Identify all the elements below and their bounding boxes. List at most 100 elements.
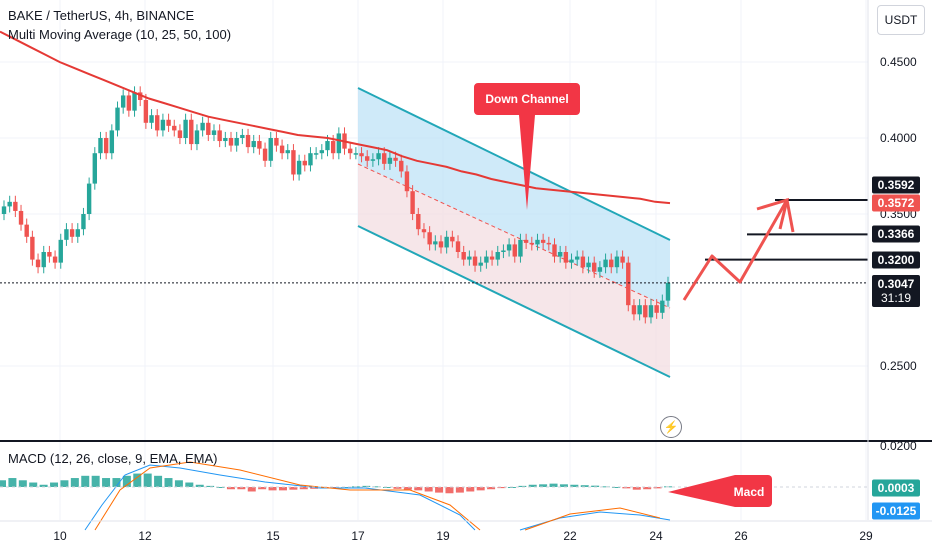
candle bbox=[563, 252, 569, 263]
candle bbox=[631, 305, 637, 315]
candle bbox=[472, 256, 478, 266]
candle bbox=[1, 206, 7, 214]
time-tick-label: 15 bbox=[266, 529, 280, 543]
macd-bar bbox=[60, 480, 69, 487]
candle bbox=[296, 160, 302, 175]
macd-bar bbox=[289, 487, 298, 490]
macd-bar bbox=[237, 487, 246, 490]
currency-button[interactable]: USDT bbox=[877, 5, 925, 35]
last-price-label: 0.3047 bbox=[878, 277, 915, 291]
candle bbox=[427, 232, 432, 245]
candle bbox=[518, 239, 523, 257]
candle bbox=[387, 157, 393, 164]
macd-title[interactable]: MACD (12, 26, close, 9, EMA, EMA) bbox=[8, 451, 218, 466]
projection-arrowhead bbox=[756, 197, 790, 230]
candle bbox=[569, 259, 574, 263]
candle bbox=[47, 252, 52, 257]
candle bbox=[455, 241, 461, 252]
macd-bar bbox=[393, 487, 402, 489]
candle bbox=[495, 252, 500, 260]
candle bbox=[211, 130, 217, 135]
price-axis[interactable]: 0.45000.40000.35000.25000.02000.35920.35… bbox=[867, 0, 920, 520]
macd-bar bbox=[112, 478, 121, 487]
candle bbox=[609, 259, 614, 268]
macd-bar bbox=[50, 482, 59, 487]
channel-lower-line[interactable] bbox=[357, 225, 671, 378]
candle bbox=[120, 95, 126, 108]
candle bbox=[13, 201, 18, 211]
channel-lower-fill bbox=[358, 164, 670, 377]
candle bbox=[637, 305, 642, 315]
candle bbox=[285, 150, 290, 154]
candle bbox=[194, 130, 200, 145]
symbol-title[interactable]: BAKE / TetherUS, 4h, BINANCE bbox=[8, 8, 195, 23]
price-tick-label: 0.4000 bbox=[880, 131, 917, 145]
target-levels[interactable] bbox=[705, 199, 868, 261]
candle bbox=[234, 138, 239, 146]
macd-bar bbox=[580, 485, 589, 487]
level-label-mid: 0.3366 bbox=[878, 227, 915, 241]
candle bbox=[614, 256, 620, 268]
channel-mid-line bbox=[357, 163, 671, 309]
candle bbox=[382, 153, 387, 164]
macd-bar bbox=[226, 487, 235, 490]
candle bbox=[92, 153, 98, 184]
macd-bar bbox=[487, 487, 496, 490]
macd-bar bbox=[528, 484, 537, 487]
candle bbox=[166, 119, 171, 126]
candle bbox=[206, 122, 211, 135]
signal-line-right bbox=[524, 507, 661, 531]
macd-bar bbox=[91, 475, 100, 487]
candle bbox=[546, 242, 552, 245]
candle bbox=[189, 119, 194, 145]
candle bbox=[132, 92, 137, 111]
macd-bar bbox=[122, 475, 131, 487]
candle bbox=[126, 95, 132, 111]
macd-bar bbox=[185, 482, 194, 487]
time-tick-label: 22 bbox=[563, 529, 577, 543]
macd-bar bbox=[611, 487, 620, 488]
level-label-mid-bg bbox=[872, 225, 920, 243]
macd-bar bbox=[133, 473, 142, 487]
macd-bar bbox=[278, 487, 287, 491]
macd-line-label-bg bbox=[872, 502, 920, 520]
macd-bar bbox=[39, 484, 48, 487]
channel-upper-line[interactable] bbox=[357, 87, 671, 241]
candle bbox=[450, 236, 455, 242]
candle bbox=[552, 244, 557, 257]
macd-line bbox=[84, 464, 476, 531]
macd-bar bbox=[549, 483, 558, 487]
candle bbox=[143, 100, 149, 123]
macd-hist-label: 0.0003 bbox=[878, 481, 915, 495]
macd-bar bbox=[247, 487, 256, 492]
candle bbox=[416, 214, 421, 230]
candle bbox=[410, 191, 415, 214]
candle bbox=[484, 256, 489, 263]
candle bbox=[376, 153, 381, 160]
candle bbox=[461, 252, 466, 260]
indicator-title[interactable]: Multi Moving Average (10, 25, 50, 100) bbox=[8, 27, 232, 42]
time-tick-label: 10 bbox=[53, 529, 67, 543]
macd-bar bbox=[559, 484, 568, 487]
time-axis[interactable]: 10 12 15 17 19 22 24 26 29 bbox=[0, 520, 932, 543]
candle bbox=[257, 141, 262, 149]
macd-histogram bbox=[0, 473, 672, 494]
candle bbox=[217, 130, 222, 142]
macd-bar bbox=[18, 480, 27, 487]
candle bbox=[302, 160, 307, 166]
candle bbox=[103, 138, 109, 154]
candle bbox=[262, 148, 268, 161]
candle bbox=[626, 262, 631, 306]
lightning-icon[interactable]: ⚡ bbox=[660, 416, 682, 438]
candle bbox=[603, 259, 608, 268]
candle bbox=[155, 115, 160, 131]
candle bbox=[58, 239, 63, 263]
candle bbox=[620, 256, 625, 263]
candles bbox=[1, 86, 671, 324]
macd-bar bbox=[174, 480, 183, 487]
candle bbox=[347, 148, 353, 154]
macd-bar bbox=[591, 485, 600, 487]
candle bbox=[183, 119, 188, 138]
level-label-high-bg bbox=[872, 176, 920, 194]
